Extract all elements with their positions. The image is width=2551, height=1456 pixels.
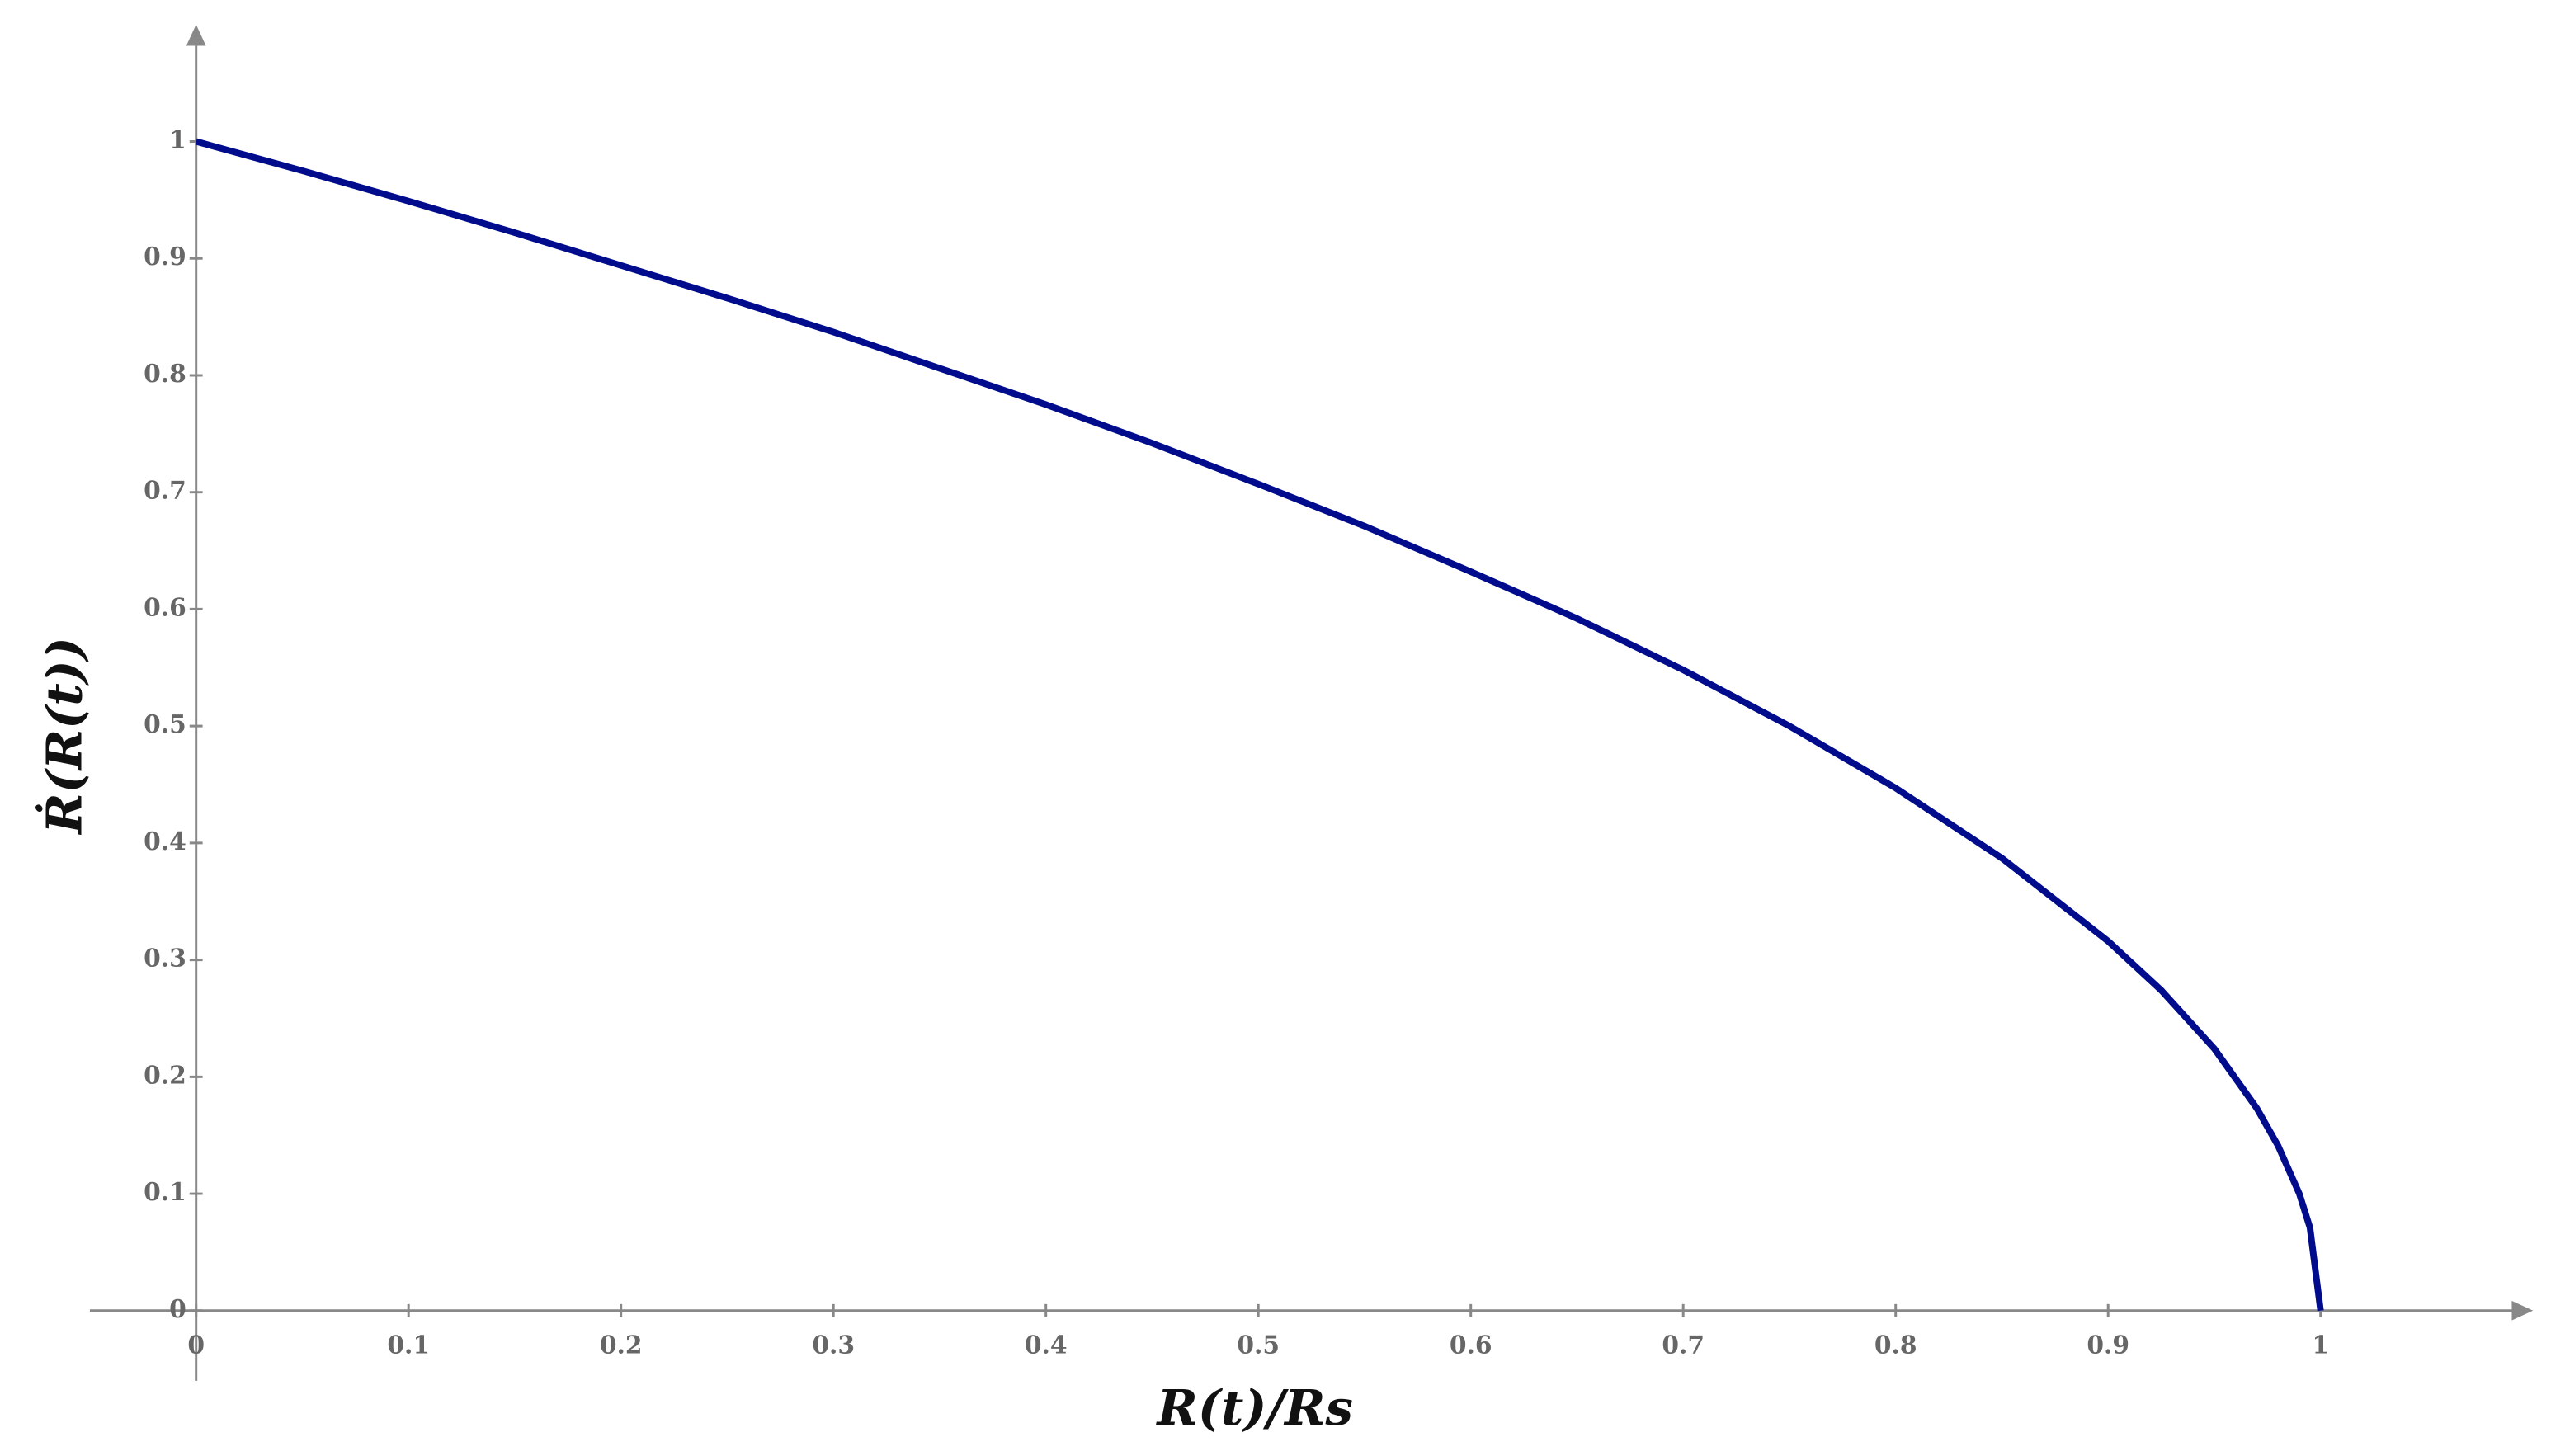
y-tick-label: 0.9 <box>144 243 186 271</box>
x-tick-label: 0.3 <box>812 1331 855 1359</box>
y-tick-label: 0.1 <box>144 1178 186 1207</box>
x-tick-label: 0.1 <box>387 1331 430 1359</box>
x-tick-label: 0.9 <box>2087 1331 2129 1359</box>
x-tick-label: 0 <box>187 1331 205 1359</box>
y-tick-label: 0.3 <box>144 945 186 973</box>
y-tick-label: 0 <box>169 1295 186 1324</box>
x-tick-label: 0.7 <box>1662 1331 1705 1359</box>
y-axis-title: Ṙ(R(t)) <box>35 637 94 836</box>
x-tick-label: 0.5 <box>1237 1331 1280 1359</box>
data-line <box>195 138 2324 1312</box>
x-axis-title: R(t)/Rs <box>1155 1379 1353 1437</box>
y-tick-label: 1 <box>169 126 186 155</box>
x-tick-label: 1 <box>2312 1331 2329 1359</box>
x-tick-label: 0.4 <box>1025 1331 1068 1359</box>
y-tick-label: 0.6 <box>144 593 186 622</box>
x-tick-label: 0.6 <box>1450 1331 1492 1359</box>
x-tick-label: 0.8 <box>1874 1331 1917 1359</box>
y-tick-label: 0.4 <box>144 827 186 856</box>
y-axis-arrow <box>186 24 206 46</box>
y-tick-label: 0.2 <box>144 1061 186 1090</box>
y-tick-label: 0.7 <box>144 477 186 506</box>
y-tick-label: 0.5 <box>144 710 186 739</box>
x-tick-label: 0.2 <box>600 1331 643 1359</box>
y-tick-label: 0.8 <box>144 360 186 389</box>
x-axis-arrow <box>2511 1300 2534 1321</box>
